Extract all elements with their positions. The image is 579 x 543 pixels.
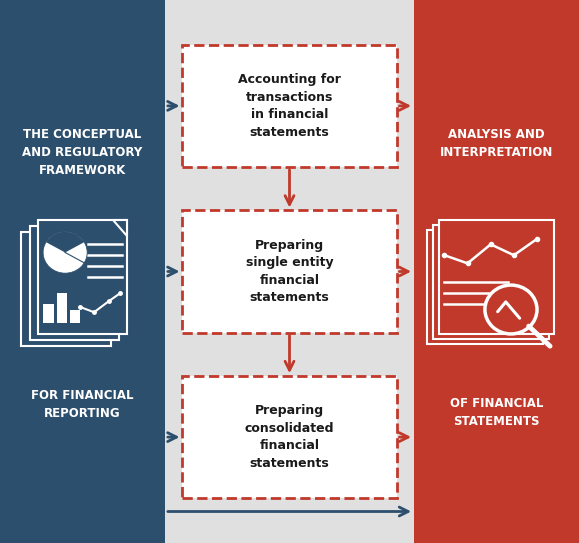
Bar bbox=[182, 211, 397, 332]
Bar bbox=[182, 45, 397, 167]
Bar bbox=[414, 0, 579, 543]
Bar bbox=[182, 376, 397, 498]
FancyBboxPatch shape bbox=[433, 225, 548, 339]
Bar bbox=[57, 293, 67, 323]
Bar bbox=[0, 0, 165, 543]
FancyBboxPatch shape bbox=[30, 226, 119, 340]
Text: ANALYSIS AND
INTERPRETATION: ANALYSIS AND INTERPRETATION bbox=[440, 128, 553, 160]
Bar bbox=[165, 0, 414, 543]
Bar bbox=[182, 211, 397, 332]
Text: FOR FINANCIAL
REPORTING: FOR FINANCIAL REPORTING bbox=[31, 389, 134, 420]
Bar bbox=[70, 310, 80, 323]
Circle shape bbox=[43, 232, 87, 273]
Polygon shape bbox=[113, 220, 127, 236]
Circle shape bbox=[485, 285, 537, 334]
Bar bbox=[43, 304, 54, 323]
Text: THE CONCEPTUAL
AND REGULATORY
FRAMEWORK: THE CONCEPTUAL AND REGULATORY FRAMEWORK bbox=[23, 128, 142, 176]
Wedge shape bbox=[46, 232, 84, 252]
Text: Preparing
consolidated
financial
statements: Preparing consolidated financial stateme… bbox=[245, 405, 334, 470]
Text: OF FINANCIAL
STATEMENTS: OF FINANCIAL STATEMENTS bbox=[450, 397, 543, 428]
Bar bbox=[182, 45, 397, 167]
FancyBboxPatch shape bbox=[427, 230, 543, 344]
Bar bbox=[182, 376, 397, 498]
Text: Preparing
single entity
financial
statements: Preparing single entity financial statem… bbox=[245, 239, 334, 304]
FancyBboxPatch shape bbox=[21, 232, 111, 346]
FancyBboxPatch shape bbox=[38, 220, 127, 334]
Text: Accounting for
transactions
in financial
statements: Accounting for transactions in financial… bbox=[238, 73, 341, 138]
FancyBboxPatch shape bbox=[439, 220, 555, 334]
